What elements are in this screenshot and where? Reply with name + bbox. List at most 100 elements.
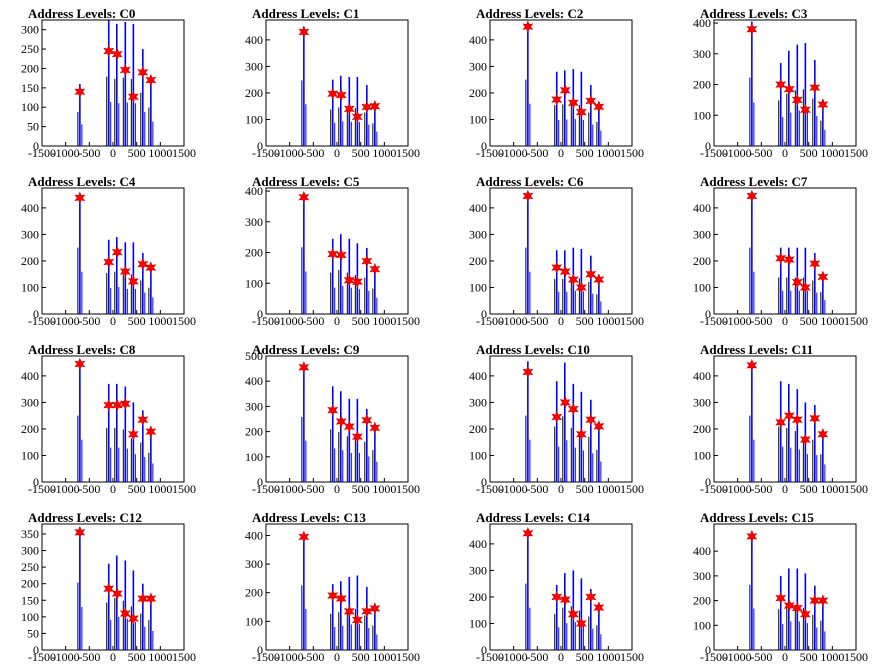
y-tick-label: 100 <box>693 618 711 632</box>
x-tick-label: -500 <box>750 482 772 496</box>
y-tick-label: 300 <box>469 563 487 577</box>
x-tick-label: -500 <box>78 146 100 160</box>
y-tick-label: 100 <box>469 280 487 294</box>
panel-title: Address Levels: C1 <box>252 6 359 21</box>
y-tick-label: 400 <box>245 528 263 542</box>
peak-marker <box>111 47 123 61</box>
panel-5: Address Levels: C5 0 100 200 300 400 -1500-100… <box>245 174 420 328</box>
x-tick-label: 0 <box>334 146 340 160</box>
x-tick-label: -500 <box>302 314 324 328</box>
y-tick-label: 100 <box>21 610 39 624</box>
x-tick-label: -1000 <box>276 314 304 328</box>
peak-marker <box>369 421 381 435</box>
peak-marker <box>74 85 86 99</box>
y-tick-label: 300 <box>693 569 711 583</box>
y-tick-label: 0 <box>257 643 263 657</box>
x-tick-label: 1500 <box>172 650 196 664</box>
x-tick-label: 0 <box>110 650 116 664</box>
y-tick-label: 50 <box>27 120 39 134</box>
peak-marker <box>567 273 579 286</box>
y-tick-label: 100 <box>469 112 487 126</box>
peak-marker <box>369 99 381 113</box>
plot-frame <box>41 187 185 315</box>
peak-marker <box>817 270 829 284</box>
peak-marker <box>137 592 149 605</box>
panel-6: Address Levels: C6 0 100 200 300 400 -1500-100… <box>469 174 644 328</box>
x-tick-label: -500 <box>750 650 772 664</box>
y-tick-label: 150 <box>21 81 39 95</box>
peak-marker <box>127 612 139 625</box>
y-tick-label: 250 <box>21 42 39 56</box>
x-tick-label: -500 <box>526 650 548 664</box>
x-tick-label: 1500 <box>620 482 644 496</box>
y-tick-label: 300 <box>245 215 263 229</box>
panel-title: Address Levels: C5 <box>252 174 360 189</box>
x-tick-label: 500 <box>800 146 818 160</box>
y-tick-label: 0 <box>33 643 39 657</box>
peak-marker <box>335 248 347 262</box>
x-tick-label: 500 <box>128 146 146 160</box>
plot-frame <box>489 19 633 147</box>
x-tick-label: 1000 <box>148 650 172 664</box>
x-tick-label: 500 <box>800 482 818 496</box>
x-tick-label: 1500 <box>172 146 196 160</box>
peak-marker <box>809 81 821 94</box>
x-tick-label: -500 <box>302 482 324 496</box>
x-tick-label: 0 <box>782 146 788 160</box>
panel-title: Address Levels: C15 <box>700 510 814 525</box>
panel-8: Address Levels: C8 0 100 200 300 400 -1500-100… <box>21 342 196 496</box>
peak-marker <box>575 105 587 119</box>
peak-marker <box>593 100 605 114</box>
panel-title: Address Levels: C9 <box>252 342 360 357</box>
panel-title: Address Levels: C0 <box>28 6 135 21</box>
peak-marker <box>343 420 355 433</box>
panel-title: Address Levels: C10 <box>476 342 590 357</box>
peak-marker <box>103 255 115 269</box>
x-tick-label: 1000 <box>820 314 844 328</box>
x-tick-label: -1000 <box>724 314 752 328</box>
y-tick-label: 400 <box>469 33 487 47</box>
peak-marker <box>551 261 563 274</box>
x-tick-label: 1000 <box>820 482 844 496</box>
y-tick-label: 50 <box>27 626 39 640</box>
y-tick-label: 100 <box>21 100 39 114</box>
y-tick-label: 200 <box>693 422 711 436</box>
peak-marker <box>799 607 811 621</box>
y-tick-label: 400 <box>693 544 711 558</box>
x-tick-label: 500 <box>352 650 370 664</box>
y-tick-label: 300 <box>693 47 711 61</box>
x-tick-label: 500 <box>800 650 818 664</box>
plot-frame <box>713 355 857 483</box>
panel-11: Address Levels: C11 0 100 200 300 400 -1500-10… <box>693 342 868 496</box>
y-tick-label: 0 <box>705 139 711 153</box>
y-tick-label: 100 <box>693 280 711 294</box>
y-tick-label: 0 <box>33 475 39 489</box>
x-tick-label: 500 <box>128 482 146 496</box>
x-tick-label: -1000 <box>500 650 528 664</box>
x-tick-label: -500 <box>78 482 100 496</box>
x-tick-label: 500 <box>576 314 594 328</box>
panel-title: Address Levels: C14 <box>476 510 590 525</box>
x-tick-label: -1500 <box>476 146 504 160</box>
x-tick-label: -1500 <box>476 314 504 328</box>
x-tick-label: 500 <box>576 482 594 496</box>
y-tick-label: 200 <box>693 594 711 608</box>
x-tick-label: 1000 <box>372 650 396 664</box>
plot-frame <box>265 187 409 315</box>
x-tick-label: -1500 <box>28 314 56 328</box>
x-tick-label: -1000 <box>500 314 528 328</box>
peak-marker <box>746 530 758 543</box>
y-tick-label: 0 <box>705 643 711 657</box>
x-tick-label: -1000 <box>52 482 80 496</box>
x-tick-label: -1500 <box>700 314 728 328</box>
peak-marker <box>593 273 605 286</box>
peak-marker <box>575 281 587 294</box>
peak-marker <box>361 605 373 618</box>
x-tick-label: -1000 <box>500 482 528 496</box>
panel-10: Address Levels: C10 0 100 200 300 400 -1500-10… <box>469 342 644 496</box>
peak-marker <box>791 601 803 615</box>
y-tick-label: 0 <box>481 139 487 153</box>
peak-marker <box>298 190 310 204</box>
peak-marker <box>343 102 355 116</box>
